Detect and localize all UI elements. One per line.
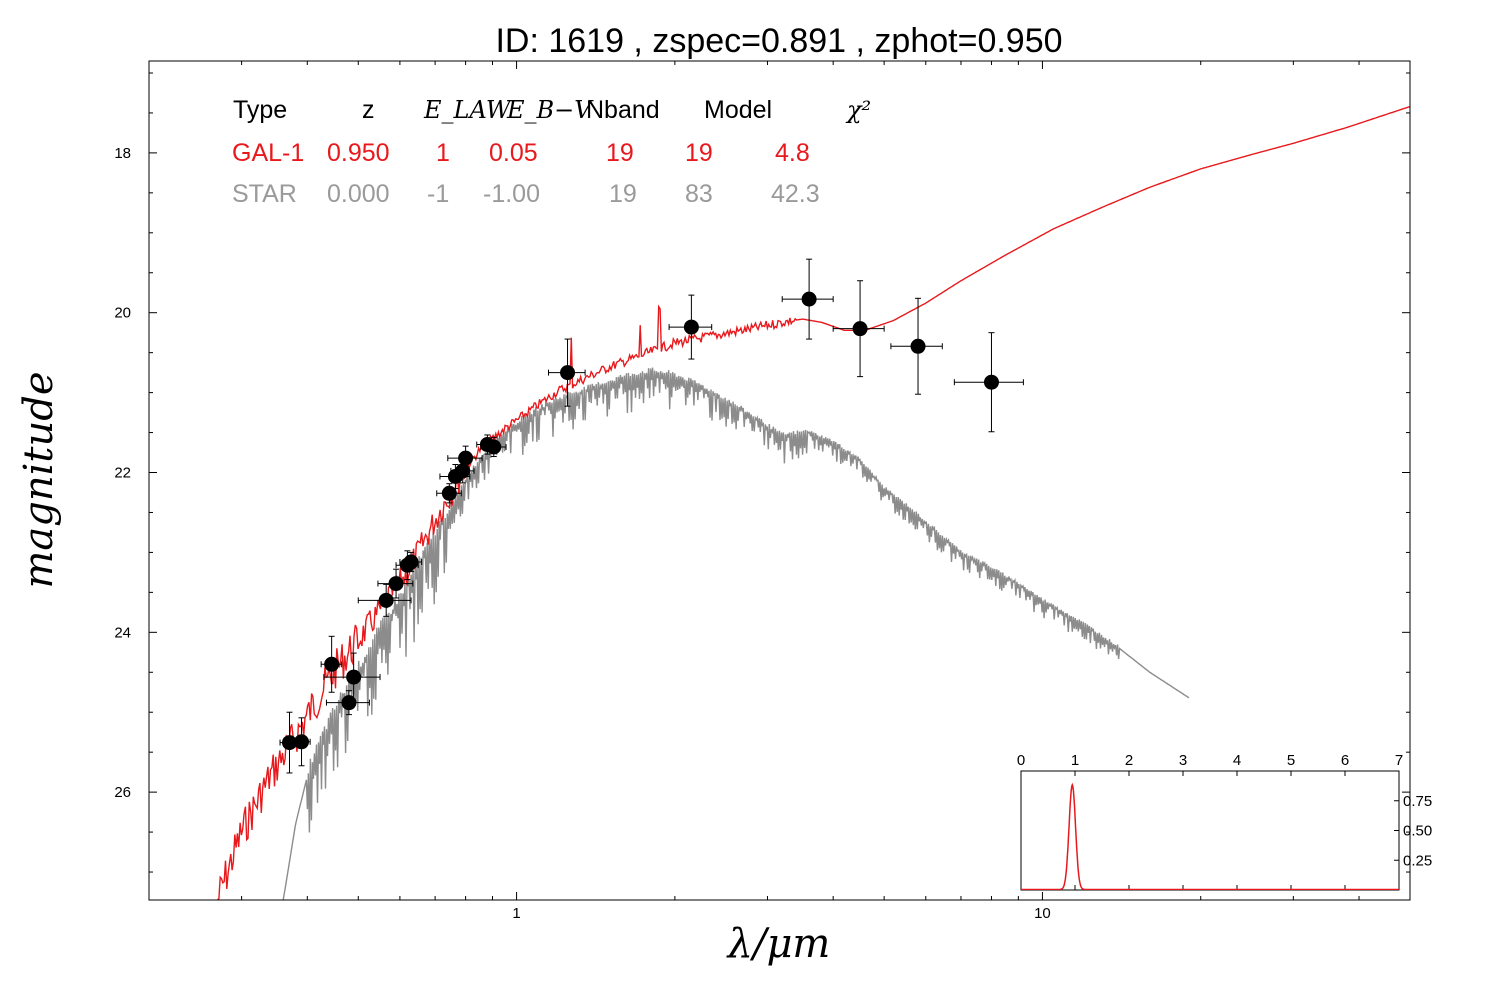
star-model: 83 (685, 180, 713, 208)
data-marker (910, 338, 926, 354)
photometry-point (377, 568, 414, 599)
data-marker (983, 374, 999, 390)
data-marker (455, 463, 471, 479)
galaxy-model-curve (217, 105, 1410, 900)
table-header-ebv: E_B−V (506, 96, 594, 124)
data-marker (378, 592, 394, 608)
data-marker (281, 735, 297, 751)
data-marker (801, 291, 817, 307)
star-chi2: 42.3 (771, 180, 820, 208)
data-marker (852, 321, 868, 337)
inset-x-tick-label: 1 (1071, 752, 1079, 769)
inset-ticks: 0 1 2 3 4 5 6 7 0.25 0.50 0.75 (1017, 752, 1432, 890)
photometry-point (953, 332, 1024, 433)
inset-x-tick-label: 3 (1179, 752, 1187, 769)
y-tick-label: 26 (114, 784, 131, 801)
data-marker (403, 554, 419, 570)
inset-x-tick-label: 6 (1341, 752, 1349, 769)
photometry-point (450, 458, 475, 484)
inset-x-tick-label: 4 (1233, 752, 1241, 769)
star-model-layer (282, 367, 1190, 900)
table-header-z: z (362, 96, 375, 124)
x-tick-label: 1 (512, 905, 520, 922)
table-header-type: Type (233, 96, 287, 124)
y-tick-label: 22 (114, 465, 131, 482)
x-axis-label: λ/μm (726, 921, 831, 967)
data-marker (294, 734, 310, 750)
gal-elaw: 1 (436, 139, 450, 167)
data-marker (388, 576, 404, 592)
inset-pdf-curve-layer (1021, 782, 1399, 890)
photometry-point (399, 551, 423, 573)
table-header-model: Model (704, 96, 772, 124)
photometry-point (447, 445, 483, 471)
star-model-curve (282, 367, 1190, 900)
data-marker (560, 365, 576, 381)
data-marker (346, 669, 362, 685)
star-type: STAR (232, 180, 297, 208)
photometry-point (357, 583, 412, 617)
star-ebv: -1.00 (483, 180, 540, 208)
photometry-point (323, 652, 381, 702)
gal-model: 19 (685, 139, 713, 167)
gal-nband: 19 (606, 139, 634, 167)
photometry-point (320, 635, 343, 693)
inset-frame (1020, 770, 1400, 891)
inset-x-tick-label: 7 (1395, 752, 1403, 769)
table-header-nband: Nband (586, 96, 660, 124)
photometry-point (890, 297, 943, 395)
photometry-point (325, 690, 370, 716)
star-z: 0.000 (327, 180, 390, 208)
inset-y-tick-label: 0.75 (1403, 793, 1432, 810)
photometry-point (832, 280, 885, 378)
y-tick-label: 24 (114, 624, 131, 641)
photometry-point (292, 717, 311, 767)
plot-frame (148, 60, 1411, 901)
table-row-star: STAR 0.000 -1 -1.00 19 83 42.3 (232, 180, 820, 208)
table-header-elaw: E_LAW (423, 96, 513, 124)
data-marker (341, 695, 357, 711)
table-header-chi2: χ² (845, 96, 871, 124)
data-marker (324, 656, 340, 672)
photometry-point (480, 436, 507, 458)
photometry-point (781, 258, 834, 340)
inset-x-tick-label: 5 (1287, 752, 1295, 769)
galaxy-model-layer (217, 105, 1410, 900)
gal-type: GAL-1 (232, 139, 304, 167)
y-tick-label: 20 (114, 305, 131, 322)
table-row-galaxy: GAL-1 0.950 1 0.05 19 19 4.8 (232, 139, 810, 167)
chart-title: ID: 1619 , zspec=0.891 , zphot=0.950 (495, 22, 1062, 60)
gal-ebv: 0.05 (489, 139, 538, 167)
x-tick-label: 10 (1034, 905, 1051, 922)
photometry-point (547, 338, 586, 407)
data-marker (683, 319, 699, 335)
inset-y-tick-label: 0.25 (1403, 852, 1432, 869)
redshift-pdf-inset: 0 1 2 3 4 5 6 7 0.25 0.50 0.75 (1017, 752, 1432, 891)
y-tick-label: 18 (114, 145, 131, 162)
photometry-point (436, 483, 462, 504)
data-marker (486, 439, 502, 455)
data-marker (458, 450, 474, 466)
gal-z: 0.950 (327, 139, 390, 167)
inset-y-tick-label: 0.50 (1403, 823, 1432, 840)
star-nband: 19 (609, 180, 637, 208)
y-axis-label: magnitude (16, 371, 62, 588)
inset-x-tick-label: 0 (1017, 752, 1025, 769)
photometry-point (668, 294, 713, 360)
photometry-points-layer (279, 258, 1024, 774)
data-marker (441, 485, 457, 501)
fit-table: Type z E_LAW E_B−V Nband Model χ² GAL-1 … (232, 96, 871, 208)
inset-pdf-curve (1021, 782, 1399, 890)
photometry-point (279, 711, 300, 774)
gal-chi2: 4.8 (775, 139, 810, 167)
inset-x-tick-label: 2 (1125, 752, 1133, 769)
star-elaw: -1 (427, 180, 449, 208)
